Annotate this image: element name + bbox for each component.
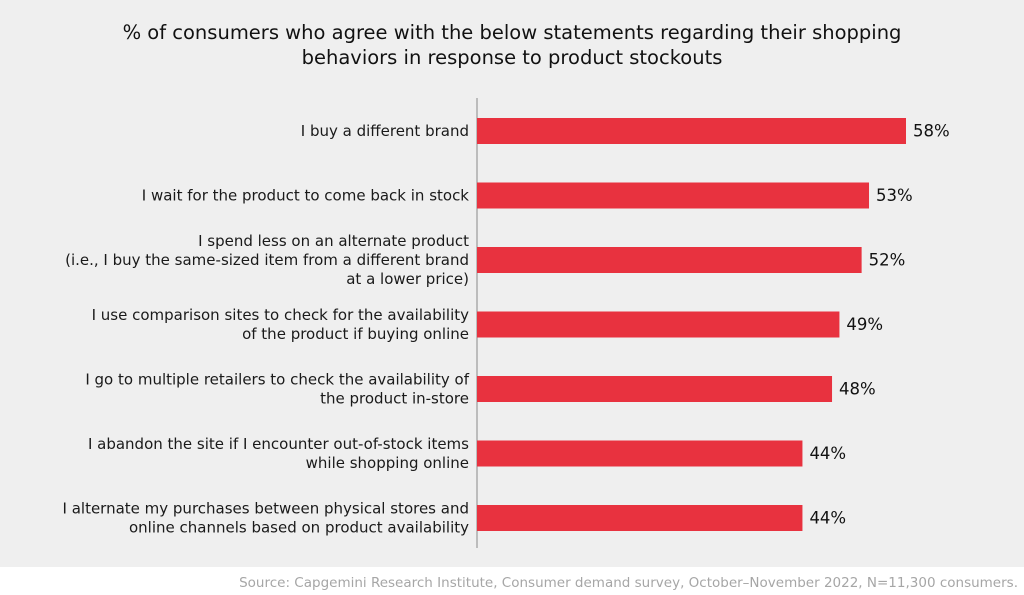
value-label-7: 44% [809,509,846,528]
value-label-4: 49% [846,315,883,334]
chart-title: % of consumers who agree with the below … [122,21,902,69]
value-label-3: 52% [869,251,906,270]
bar-3 [477,247,862,273]
category-label-6: I abandon the site if I encounter out-of… [88,435,469,472]
value-label-5: 48% [839,380,876,399]
category-label-5: I go to multiple retailers to check the … [85,371,469,408]
bar-4 [477,311,840,338]
value-label-6: 44% [809,444,846,463]
category-label-7: I alternate my purchases between physica… [63,500,470,537]
bar-7 [477,505,803,531]
category-label-3: I spend less on an alternate product (i.e… [65,232,469,288]
bar-5 [477,376,833,402]
value-labels-group: 58% 53% 52% 49% 48% 44% 44% [809,122,949,528]
bars-group [477,118,906,531]
bar-6 [477,440,803,467]
source-note: Source: Capgemini Research Institute, Co… [239,575,1018,591]
category-label-4: I use comparison sites to check for the … [92,306,470,343]
value-label-1: 58% [913,122,950,141]
bar-2 [477,182,870,209]
bar-1 [477,118,906,144]
value-label-2: 53% [876,186,913,205]
category-label-2: I wait for the product to come back in s… [142,187,470,205]
category-labels-group: I buy a different brand I wait for the pr… [63,122,470,537]
bar-chart: I buy a different brand I wait for the pr… [63,98,950,548]
chart-panel [0,0,1024,567]
category-label-1: I buy a different brand [301,122,469,140]
